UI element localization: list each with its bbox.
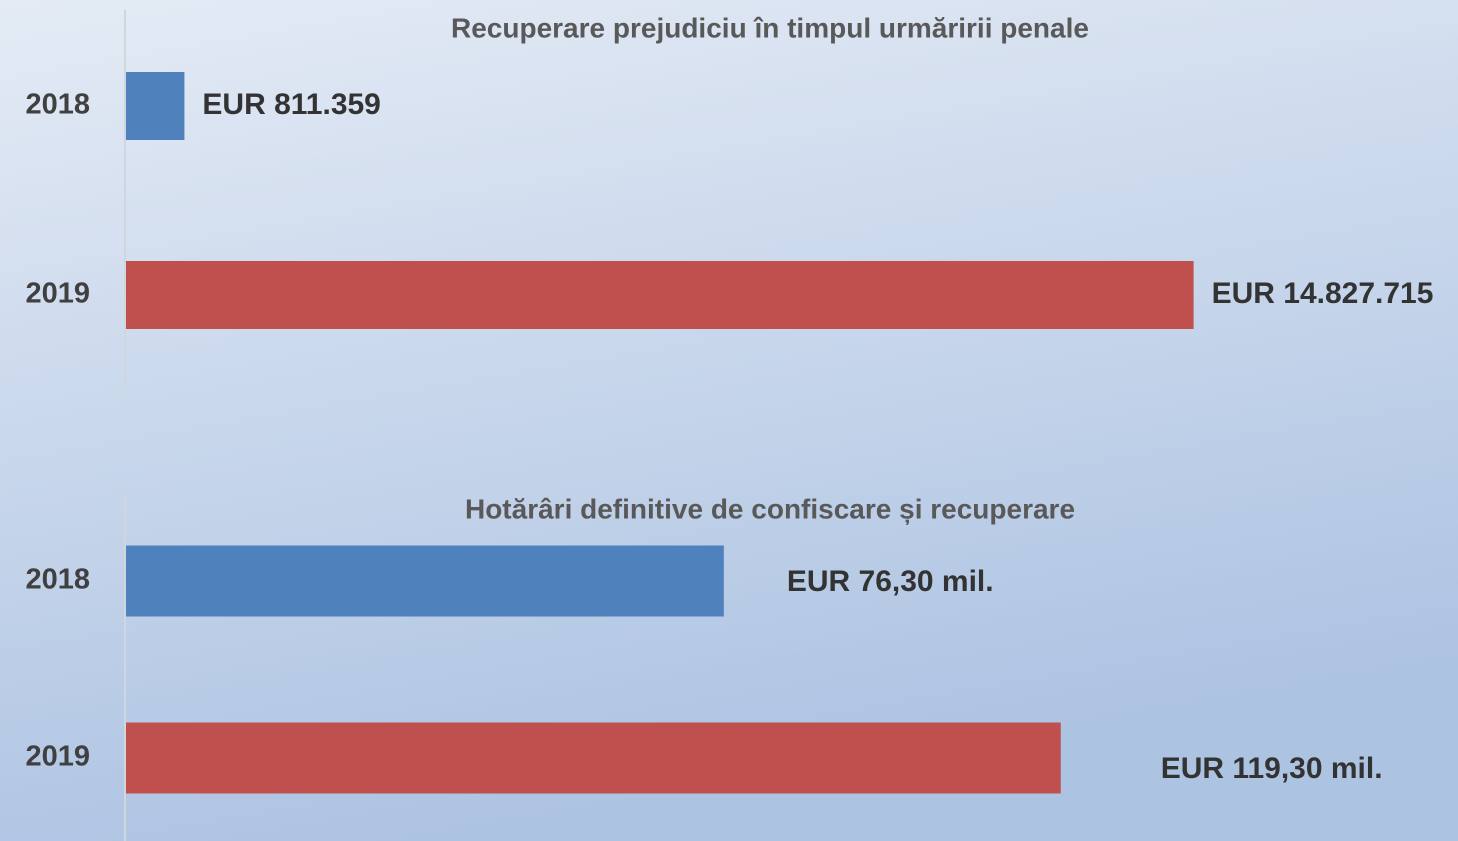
category-label: 2019 [25,278,90,310]
category-label: 2019 [25,741,90,773]
value-label: EUR 119,30 mil. [1161,752,1383,785]
value-label: EUR 76,30 mil. [787,565,994,598]
category-label: 2018 [25,89,90,121]
bar [126,722,1061,794]
value-label: EUR 14.827.715 [1212,277,1434,310]
bar [126,545,724,617]
bar [126,261,1194,329]
bar [126,72,185,140]
chart-title: Hotărâri definitive de confiscare și rec… [465,493,1075,524]
category-label: 2018 [25,564,90,596]
value-label: EUR 811.359 [202,88,380,121]
chart-title: Recuperare prejudiciu în timpul urmăriri… [451,12,1089,43]
